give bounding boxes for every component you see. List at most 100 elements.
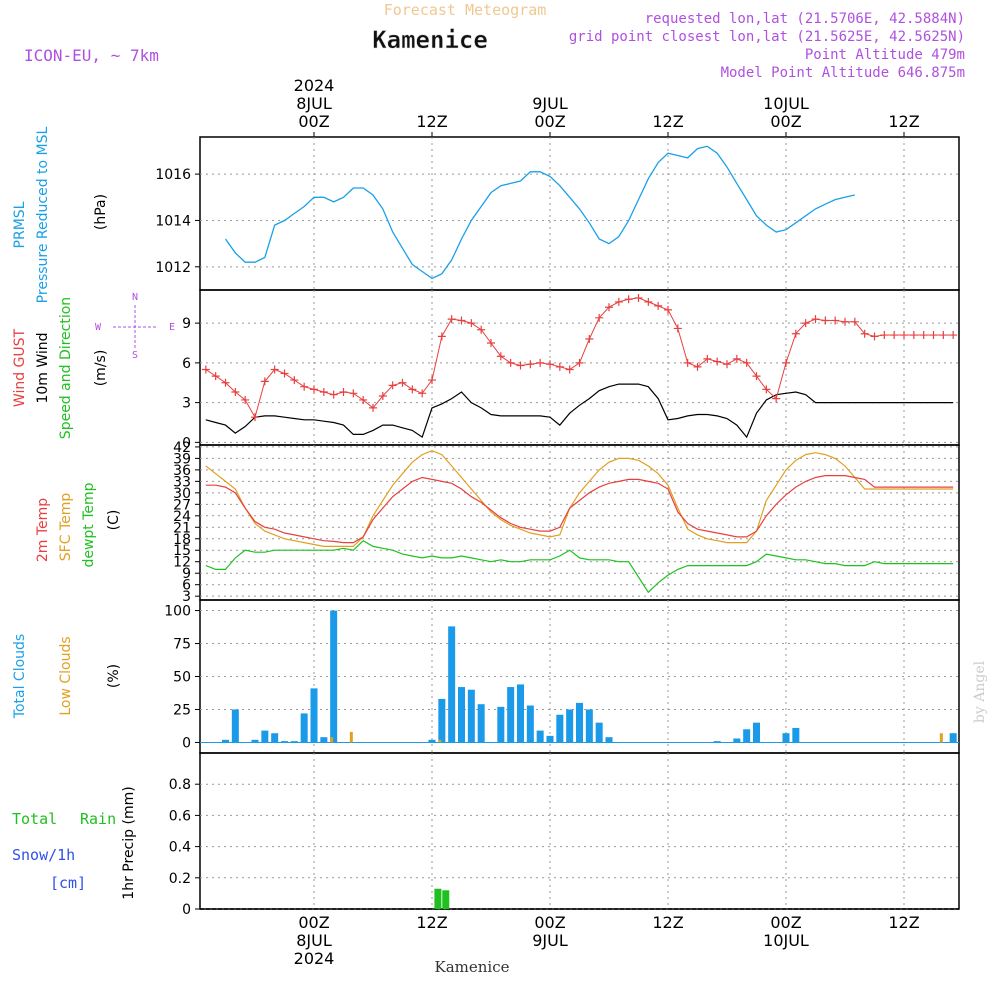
compass-w: W	[95, 322, 102, 333]
bottom-time-label: 8JUL	[296, 931, 332, 950]
total-cloud-bar	[477, 704, 485, 743]
top-time-label: 2024	[294, 76, 335, 95]
ytick-label: 39	[173, 451, 191, 467]
gust-marker	[782, 358, 790, 367]
gust-marker	[437, 332, 446, 341]
bottom-time-label: 12Z	[652, 913, 683, 932]
gust-marker	[585, 335, 594, 344]
watermark: by Angel	[972, 660, 988, 723]
ytick-label: 1014	[155, 213, 191, 229]
gust-marker	[772, 394, 781, 403]
top-time-label: 00Z	[534, 112, 565, 131]
gust-marker	[516, 361, 525, 370]
gust-marker	[319, 388, 328, 397]
total-cloud-bar	[497, 706, 505, 743]
precip-rain-label: Rain	[80, 810, 116, 828]
total-cloud-bar	[310, 688, 318, 743]
total-cloud-bar	[330, 610, 338, 743]
gust-marker	[821, 316, 830, 325]
total-cloud-bar	[713, 741, 721, 743]
gust-marker	[408, 385, 417, 394]
y-tick-labels: 1012101410160369369121518212427303336394…	[155, 167, 200, 918]
ytick-label: 0.2	[169, 871, 191, 887]
temperature-labels: 2m Temp SFC Temp dewpt Temp (C)	[35, 482, 122, 567]
gust-marker	[201, 365, 210, 374]
gust-marker	[664, 305, 672, 314]
gust-marker	[310, 385, 318, 394]
precip-total-label: Total	[12, 810, 57, 828]
pressure-labels: PRMSL Pressure Reduced to MSL (hPa)	[12, 126, 109, 303]
t2m-line	[205, 475, 954, 544]
compass-rose: N S E W	[95, 292, 175, 361]
sfc-label: SFC Temp	[58, 493, 74, 562]
total-cloud-label: Total Clouds	[12, 634, 28, 719]
ytick-label: 12	[173, 555, 191, 571]
gust-marker	[457, 316, 466, 325]
ytick-label: 9	[182, 316, 191, 332]
ytick-label: 30	[173, 486, 191, 502]
total-cloud-bar	[281, 741, 288, 743]
wind10-label: 10m Wind	[35, 332, 51, 403]
precip-labels: Total Rain Snow/1h [cm] 1hr Precip (mm)	[12, 786, 137, 899]
ytick-label: 0.6	[169, 808, 191, 824]
gust-marker	[949, 331, 958, 340]
gust-marker	[634, 293, 643, 302]
ytick-label: 18	[173, 532, 191, 548]
bottom-time-label: 00Z	[534, 913, 565, 932]
gust-marker	[644, 297, 653, 306]
total-cloud-bar	[458, 687, 465, 743]
ytick-label: 27	[173, 497, 191, 513]
bottom-time-label: 9JUL	[532, 931, 568, 950]
total-cloud-bar	[448, 626, 456, 743]
total-cloud-bar	[585, 709, 593, 743]
ytick-label: 6	[182, 356, 191, 372]
gust-marker	[742, 358, 751, 367]
ytick-label: 75	[173, 637, 191, 653]
gust-marker	[752, 372, 761, 381]
cloud-bars	[200, 610, 959, 743]
total-cloud-bar	[556, 714, 564, 743]
top-time-label: 00Z	[770, 112, 801, 131]
ytick-label: 6	[182, 578, 191, 594]
location-title: Kamenice	[372, 26, 488, 54]
bottom-time-label: 12Z	[416, 913, 447, 932]
gust-marker	[329, 390, 338, 399]
gust-marker	[477, 325, 486, 334]
rain-bar	[442, 890, 450, 909]
gust-marker	[919, 331, 928, 340]
gust-marker	[624, 295, 633, 304]
gust-marker	[860, 329, 869, 338]
total-cloud-bar	[536, 730, 544, 743]
temp-unit: (C)	[106, 510, 122, 531]
gust-marker	[939, 331, 948, 340]
gust-label: Wind GUST	[12, 328, 28, 407]
gust-marker	[231, 388, 240, 397]
temperature-series	[205, 450, 954, 594]
sfc-temp-line	[205, 450, 954, 547]
requested-lonlat: requested lon,lat (21.5706E, 42.5884N)	[645, 11, 965, 27]
gust-marker	[880, 331, 889, 340]
gust-marker	[496, 352, 505, 361]
total-cloud-bar	[222, 739, 229, 743]
total-cloud-bar	[290, 741, 298, 743]
ytick-label: 3	[182, 589, 191, 605]
gust-marker	[929, 331, 938, 340]
panel-frame-2	[199, 444, 960, 601]
gust-marker	[526, 360, 535, 369]
precip-bars	[200, 888, 959, 910]
ytick-label: 42	[173, 440, 191, 456]
top-time-label: 12Z	[416, 112, 447, 131]
wind10-line	[205, 383, 954, 439]
total-cloud-bar	[743, 729, 751, 743]
wind-unit: (m/s)	[93, 350, 109, 387]
gust-marker	[703, 354, 712, 363]
ytick-label: 21	[173, 520, 191, 536]
gust-marker	[870, 332, 879, 341]
gust-marker	[732, 354, 741, 363]
wind-labels: Wind GUST 10m Wind Speed and Direction (…	[12, 297, 109, 439]
gust-marker	[398, 378, 407, 387]
gust-marker	[359, 395, 368, 404]
compass-s: S	[132, 350, 138, 361]
gust-marker	[614, 297, 623, 306]
